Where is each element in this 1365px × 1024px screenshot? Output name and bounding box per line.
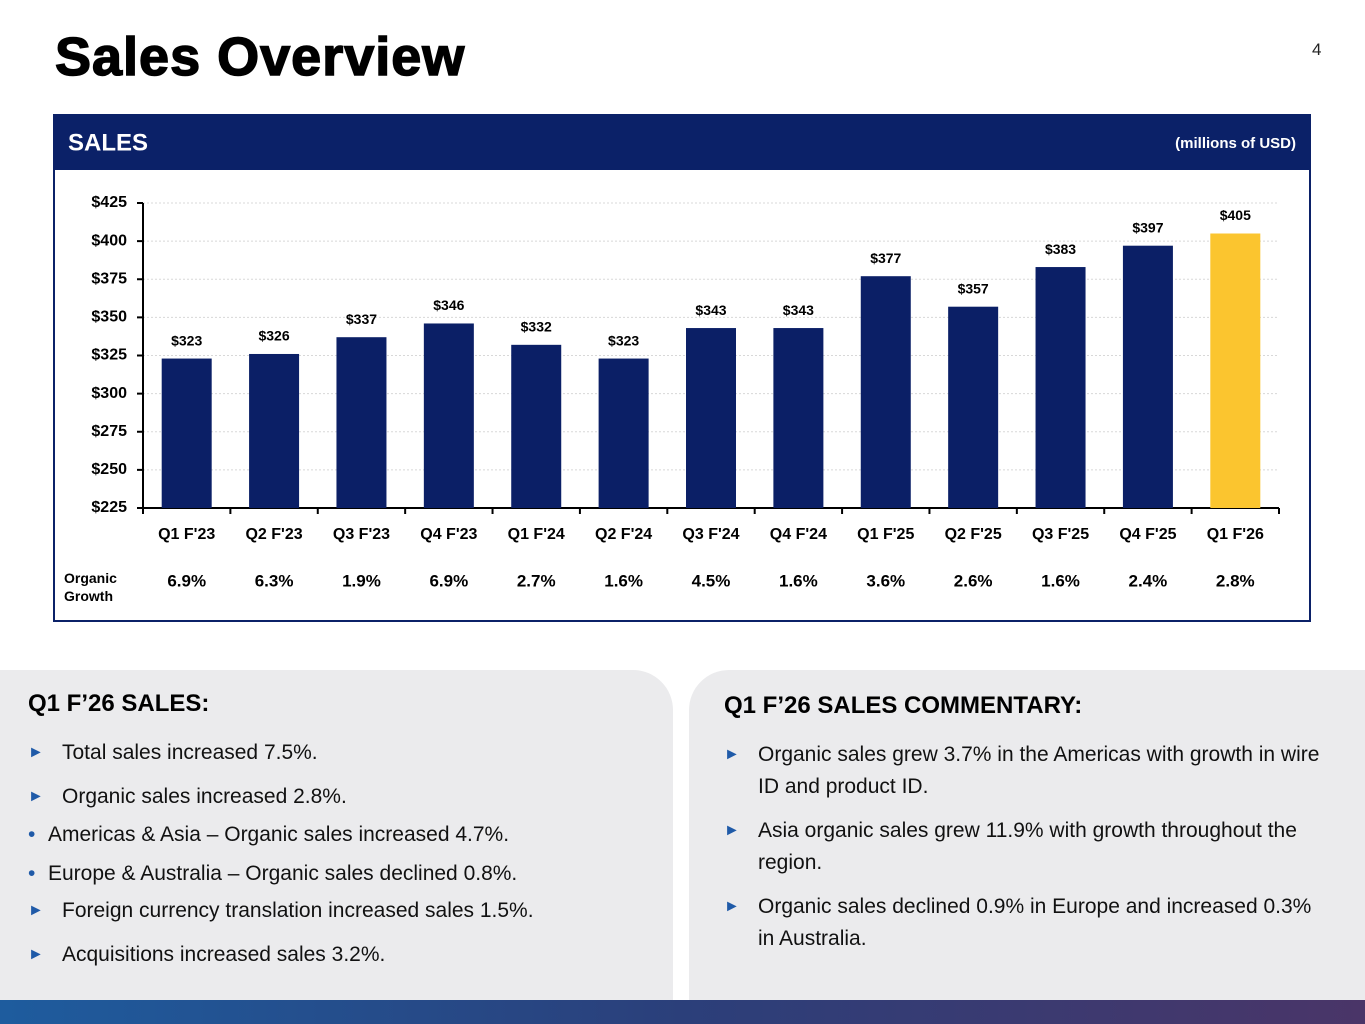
x-tick-label: Q2 F'24	[595, 526, 652, 543]
value-label: $357	[958, 280, 989, 296]
bar	[249, 353, 300, 508]
bar	[1122, 245, 1173, 508]
x-tick-label: Q1 F'25	[857, 526, 914, 543]
bar	[773, 328, 824, 508]
growth-label: 6.3%	[255, 571, 294, 590]
bullet: Foreign currency translation increased s…	[28, 895, 658, 927]
growth-label: 2.7%	[517, 571, 556, 590]
bullet: Acquisitions increased sales 3.2%.	[28, 939, 658, 971]
chart: SALES (millions of USD) $225 $250 $275 $300…	[53, 114, 1311, 622]
growth-label: 2.4%	[1129, 571, 1168, 590]
bullet: Total sales increased 7.5%.	[28, 737, 658, 769]
y-tick-label: $425	[91, 194, 127, 211]
x-tick-label: Q4 F'25	[1119, 526, 1176, 543]
value-label: $326	[258, 328, 289, 344]
growth-label: 3.6%	[866, 571, 905, 590]
y-tick-label: $375	[91, 270, 127, 287]
value-label: $377	[870, 250, 901, 266]
bullet: Organic sales declined 0.9% in Europe an…	[724, 891, 1324, 955]
growth-label: 1.6%	[1041, 571, 1080, 590]
chart-header	[54, 115, 1310, 170]
growth-label: 1.6%	[604, 571, 643, 590]
commentary-panel: Q1 F’26 SALES COMMENTARY: Organic sales …	[689, 670, 1365, 1000]
bar	[948, 306, 999, 508]
bar	[860, 276, 911, 508]
x-tick-label: Q2 F'23	[245, 526, 302, 543]
growth-label: 6.9%	[429, 571, 468, 590]
bar	[1035, 267, 1086, 508]
growth-label: 2.6%	[954, 571, 993, 590]
growth-label: 1.6%	[779, 571, 818, 590]
bar	[511, 344, 562, 508]
value-label: $323	[608, 332, 639, 348]
x-tick-label: Q3 F'25	[1032, 526, 1089, 543]
growth-row-label: Organic Growth	[64, 570, 117, 604]
y-tick-label: $275	[91, 423, 127, 440]
sub-bullet: Europe & Australia – Organic sales decli…	[28, 854, 658, 893]
x-tick-label: Q1 F'26	[1207, 526, 1264, 543]
value-label: $343	[695, 302, 726, 318]
x-tick-label: Q3 F'23	[333, 526, 390, 543]
panel-title: Q1 F’26 SALES COMMENTARY:	[724, 692, 1083, 719]
bar	[336, 337, 387, 508]
value-label: $337	[346, 311, 377, 327]
page-number: 4	[1312, 40, 1322, 59]
y-tick-label: $300	[91, 385, 127, 402]
value-label: $323	[171, 332, 202, 348]
y-tick-label: $350	[91, 309, 127, 326]
bar	[686, 328, 736, 508]
value-label: $346	[433, 297, 464, 313]
value-label: $397	[1132, 219, 1163, 235]
chart-frame	[53, 114, 1311, 622]
value-label: $383	[1045, 241, 1076, 257]
bullet: Asia organic sales grew 11.9% with growt…	[724, 815, 1324, 879]
bullet: Organic sales grew 3.7% in the Americas …	[724, 739, 1324, 803]
x-tick-label: Q1 F'24	[508, 526, 565, 543]
value-label: $332	[521, 319, 552, 335]
bar	[423, 323, 474, 508]
y-tick-label: $225	[91, 499, 127, 516]
slide-title: Sales Overview	[54, 26, 466, 88]
chart-subtitle: (millions of USD)	[1175, 135, 1296, 152]
y-tick-label: $325	[91, 347, 127, 364]
x-tick-label: Q1 F'23	[158, 526, 215, 543]
growth-label: 6.9%	[167, 571, 206, 590]
panel-title: Q1 F’26 SALES:	[28, 690, 210, 717]
x-tick-label: Q2 F'25	[945, 526, 1002, 543]
x-tick-label: Q3 F'24	[682, 526, 739, 543]
y-tick-label: $400	[91, 232, 127, 249]
chart-title: SALES	[68, 129, 148, 156]
growth-label: 2.8%	[1216, 571, 1255, 590]
bar	[598, 358, 649, 508]
bullet-list: Total sales increased 7.5%. Organic sales…	[28, 737, 658, 983]
value-label: $343	[783, 302, 814, 318]
x-tick-label: Q4 F'23	[420, 526, 477, 543]
bullet: Organic sales increased 2.8%.	[28, 781, 658, 813]
y-tick-label: $250	[91, 461, 127, 478]
sub-bullet: Americas & Asia – Organic sales increase…	[28, 815, 658, 854]
footer-bar	[0, 1000, 1365, 1024]
value-label: $405	[1220, 207, 1251, 223]
bar	[1210, 233, 1261, 508]
sales-panel: Q1 F’26 SALES: Total sales increased 7.5…	[0, 670, 673, 1000]
growth-label: 1.9%	[342, 571, 381, 590]
bullet-list: Organic sales grew 3.7% in the Americas …	[724, 739, 1324, 967]
x-tick-label: Q4 F'24	[770, 526, 827, 543]
growth-label: 4.5%	[692, 571, 731, 590]
bar	[161, 358, 212, 508]
